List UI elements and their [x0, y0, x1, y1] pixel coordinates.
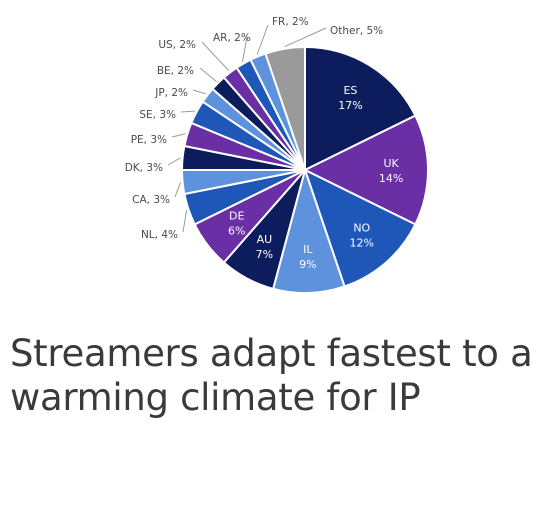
slice-label-es: ES: [343, 84, 357, 97]
slice-label-be: BE, 2%: [157, 65, 194, 77]
leader-line-pe: [171, 133, 186, 138]
slice-label-uk: UK: [383, 157, 399, 170]
leader-line-ca: [174, 182, 182, 198]
leader-line-nl: [182, 210, 188, 233]
slice-value-au: 7%: [256, 248, 273, 261]
slice-label-pe: PE, 3%: [131, 134, 167, 146]
slice-label-us: US, 2%: [158, 39, 196, 51]
slice-label-il: IL: [303, 243, 313, 256]
slice-label-au: AU: [257, 233, 273, 246]
leader-line-be: [199, 67, 217, 82]
slice-value-uk: 14%: [379, 172, 403, 185]
pie-slice-es: [304, 45, 417, 172]
leader-line-jp: [192, 89, 206, 95]
leader-line-dk: [167, 157, 181, 166]
slice-value-de: 6%: [228, 224, 245, 237]
pie-leader-lines: [167, 24, 327, 233]
slice-label-se: SE, 3%: [139, 109, 176, 121]
slice-label-de: DE: [229, 209, 244, 222]
pie-chart: ES 17% UK 14% NO 12% IL 9% AU 7% DE 6% NL, 4% CA, 3% D…: [125, 16, 429, 294]
slice-label-jp: JP, 2%: [154, 87, 188, 99]
pie-slice-uk: [302, 114, 429, 226]
leader-line-se: [180, 110, 195, 113]
slice-label-ca: CA, 3%: [132, 194, 170, 206]
leader-line-other: [284, 27, 327, 48]
slice-label-no: NO: [353, 222, 370, 235]
pie-slice-no: [303, 168, 417, 288]
leader-line-ar: [242, 36, 248, 62]
slice-label-other: Other, 5%: [330, 25, 383, 37]
pie-labels: ES 17% UK 14% NO 12% IL 9% AU 7% DE 6% NL, 4% CA, 3% D…: [125, 16, 404, 271]
slice-label-dk: DK, 3%: [125, 162, 163, 174]
slice-label-fr: FR, 2%: [272, 16, 309, 28]
pie-chart-container: ES 17% UK 14% NO 12% IL 9% AU 7% DE 6% NL, 4% CA, 3% D…: [125, 16, 429, 294]
pie-slice-other: [264, 45, 306, 171]
pie-slices: [180, 45, 429, 294]
slice-label-ar: AR, 2%: [213, 32, 251, 44]
slice-value-es: 17%: [338, 99, 362, 112]
article-headline[interactable]: Streamers adapt fastest to a warming cli…: [10, 332, 533, 419]
slice-value-il: 9%: [299, 258, 316, 271]
leader-line-us: [201, 41, 230, 72]
slice-value-no: 12%: [350, 237, 374, 250]
leader-line-fr: [256, 24, 269, 55]
slice-label-nl: NL, 4%: [141, 229, 178, 241]
